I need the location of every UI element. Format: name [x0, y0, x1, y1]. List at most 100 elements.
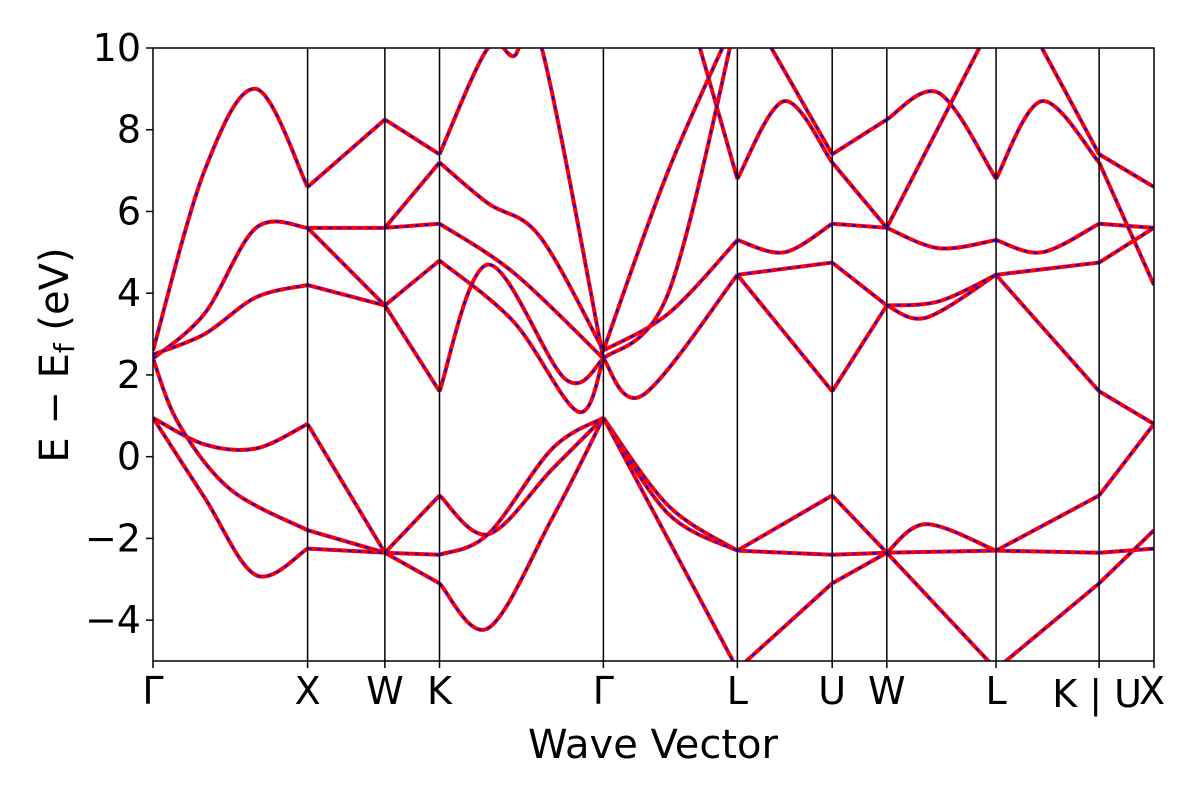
band-line-66: [995, 221, 1101, 255]
band-line-6: [305, 422, 387, 554]
band-line-25: [438, 160, 606, 352]
band-line-dashed-5: [153, 284, 308, 356]
band-line-dashed-56: [886, 273, 997, 320]
band-line-dashed-75: [1098, 162, 1154, 286]
band-line-dashed-29: [602, 417, 738, 552]
band-line-dashed-3: [153, 87, 309, 351]
y-tick-label-5: 6: [117, 189, 141, 233]
band-line-dashed-44: [770, 48, 834, 155]
band-line-dashed-12: [307, 284, 386, 307]
band-line-32: [601, 273, 739, 400]
band-line-dashed-61: [996, 549, 1100, 554]
band-line-dashed-45: [831, 494, 888, 554]
band-line-4: [153, 219, 308, 361]
kpoint-label-1: X: [295, 669, 321, 713]
band-line-30: [601, 416, 739, 553]
band-line-69: [1098, 546, 1154, 555]
band-line-1: [153, 416, 309, 579]
band-line-dashed-58: [886, 226, 997, 250]
band-line-dashed-68: [1041, 48, 1101, 155]
band-line-33: [602, 238, 739, 353]
kpoint-label-3: K: [427, 669, 453, 713]
band-line-dashed-54: [886, 549, 997, 554]
band-line-62: [995, 493, 1101, 553]
kpoint-label-4: Γ: [593, 669, 614, 713]
band-line-dashed-36: [698, 48, 739, 180]
band-line-dashed-52: [831, 118, 888, 156]
y-tick-label-1: −2: [85, 516, 141, 560]
band-line-dashed-55: [886, 552, 990, 661]
band-line-41: [737, 260, 833, 277]
band-line-dashed-15: [384, 551, 441, 585]
band-line-dashed-23: [438, 417, 605, 631]
band-line-21: [438, 416, 605, 537]
band-line-dashed-9: [306, 118, 386, 188]
band-line-46: [832, 550, 887, 557]
band-line-34: [601, 48, 732, 361]
band-line-29: [601, 416, 739, 553]
y-axis-label: E − Ef (eV): [32, 247, 81, 462]
kpoint-label-5: L: [727, 669, 748, 713]
band-line-dashed-26: [438, 222, 605, 360]
y-tick-label-7: 10: [93, 26, 141, 70]
band-line-dashed-28: [438, 263, 605, 392]
band-line-22: [438, 416, 605, 557]
band-line-dashed-30: [602, 417, 738, 552]
y-tick-label-2: 0: [117, 435, 141, 479]
band-line-58: [886, 225, 997, 251]
band-line-dashed-57: [886, 273, 997, 307]
band-line-dashed-76: [1098, 153, 1154, 188]
band-line-dashed-0: [153, 416, 309, 452]
band-line-dashed-21: [438, 417, 605, 536]
band-line-2: [153, 357, 309, 533]
band-line-42: [736, 222, 834, 255]
kpoint-label-0: Γ: [142, 669, 163, 713]
band-line-60: [885, 89, 998, 180]
band-line-dashed-17: [384, 161, 441, 229]
band-line-59: [885, 48, 982, 229]
band-line-dashed-7: [307, 529, 386, 554]
band-line-dashed-1: [153, 417, 309, 578]
band-line-dashed-39: [744, 582, 833, 661]
band-line-64: [994, 273, 1101, 393]
band-line-dashed-60: [886, 90, 997, 180]
band-line-18: [384, 221, 440, 230]
band-line-dashed-13: [384, 494, 441, 554]
band-line-dashed-25: [438, 161, 605, 351]
kpoint-label-7: W: [868, 669, 906, 713]
band-line-dashed-19: [384, 259, 441, 307]
x-axis-label: Wave Vector: [528, 722, 779, 768]
band-line-dashed-66: [995, 222, 1100, 254]
band-line-dashed-65: [995, 261, 1100, 276]
band-lines: [153, 48, 1154, 661]
band-line-dashed-67: [995, 100, 1100, 180]
band-line-26: [438, 222, 605, 361]
kpoint-label-2: W: [366, 669, 404, 713]
y-tick-label-0: −4: [85, 598, 141, 642]
plot-frame: [152, 47, 1155, 662]
band-line-57: [886, 272, 997, 308]
band-line-dashed-11: [306, 227, 386, 307]
band-line-50: [832, 221, 887, 230]
band-line-dashed-34: [602, 48, 731, 360]
band-line-dashed-51: [831, 161, 888, 229]
band-line-dashed-73: [1098, 226, 1154, 264]
band-line-dashed-47: [831, 551, 888, 585]
kpoint-label-8: L: [985, 669, 1006, 713]
band-line-38: [737, 548, 833, 557]
band-line-dashed-42: [737, 222, 833, 254]
kpoint-label-10: X: [1139, 669, 1165, 713]
band-line-5: [153, 283, 309, 357]
band-line-dashed-72: [1098, 390, 1154, 425]
band-line-dashed-8: [307, 547, 385, 554]
band-line-dashed-48: [831, 304, 888, 392]
y-tick-label-6: 8: [117, 108, 141, 152]
band-line-dashed-20: [384, 304, 441, 392]
kpoint-label-9: K | U: [1052, 672, 1142, 717]
y-tick-label-3: 2: [117, 353, 141, 397]
band-line-dashed-37: [736, 494, 833, 552]
band-line-dashed-2: [153, 358, 309, 532]
y-tick-label-4: 4: [117, 271, 141, 315]
